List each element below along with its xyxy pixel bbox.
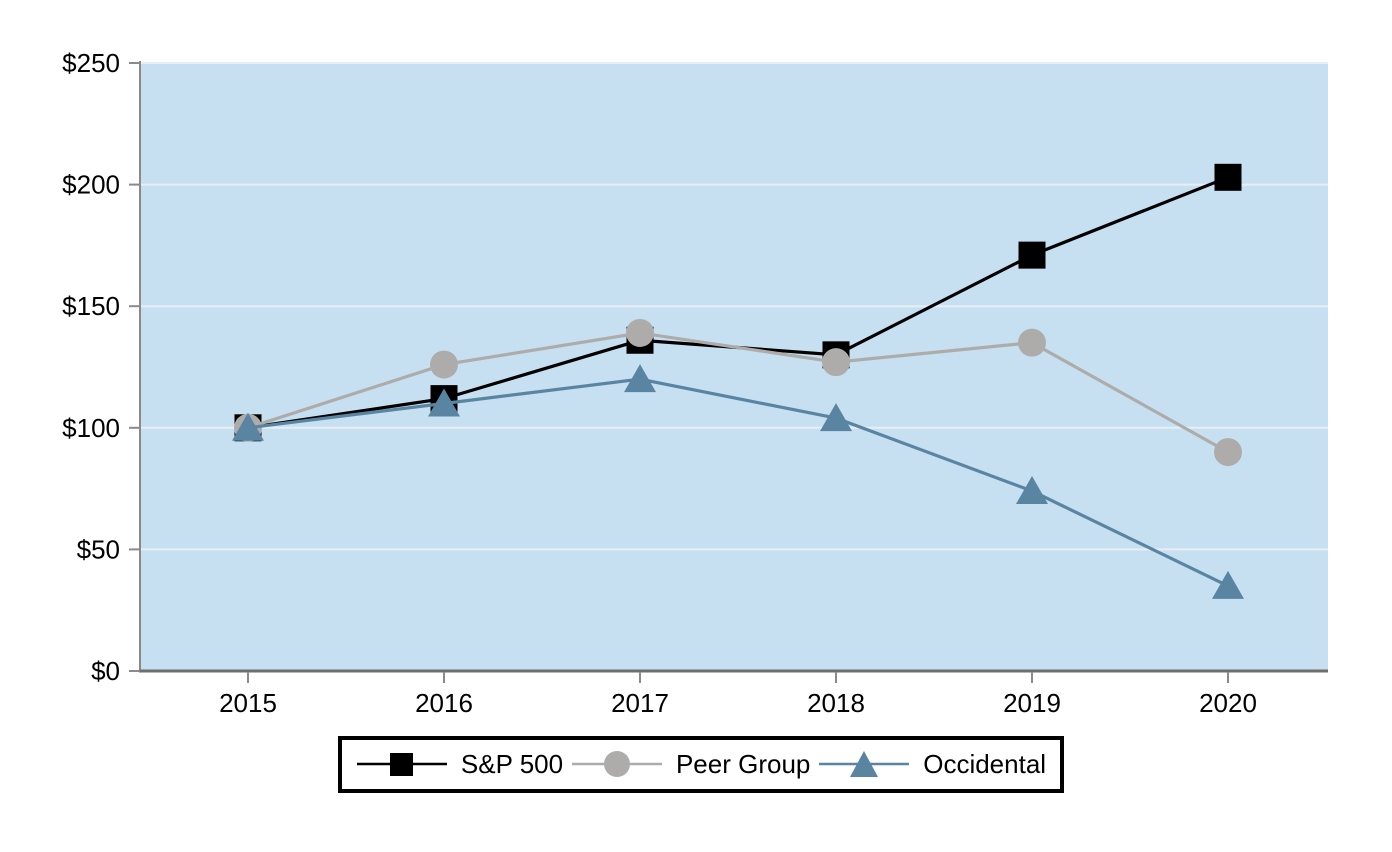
legend-label-peer-group: Peer Group bbox=[675, 749, 811, 779]
plot-area: $0 $50 $100 $150 $200 $250 2015 2016 2017 2018 201… bbox=[62, 48, 1328, 718]
marker-circle-2019 bbox=[1018, 328, 1046, 357]
x-tick-label-2015: 2015 bbox=[219, 688, 277, 718]
series-line-occidental bbox=[247, 377, 1229, 588]
marker-triangle-2019 bbox=[1016, 476, 1048, 505]
series-line-peer-group bbox=[247, 331, 1229, 454]
x-tick-label-2020: 2020 bbox=[1199, 688, 1257, 718]
x-tick-label-2017: 2017 bbox=[611, 688, 669, 718]
legend: S&P 500 Peer Group Occidental bbox=[338, 736, 1064, 793]
marker-triangle-2017 bbox=[624, 364, 656, 393]
plot-background bbox=[140, 63, 1328, 671]
legend-entry-peer-group: Peer Group bbox=[571, 749, 810, 780]
occidental-triangle-marker-icon bbox=[819, 751, 910, 777]
legend-entry-occidental: Occidental bbox=[818, 749, 1046, 780]
y-tick-label-100: $100 bbox=[62, 413, 120, 443]
x-tick-label-2016: 2016 bbox=[415, 688, 473, 718]
x-tick-label-2018: 2018 bbox=[807, 688, 865, 718]
legend-label-sp500: S&P 500 bbox=[460, 749, 564, 779]
marker-triangle-2020 bbox=[1212, 570, 1244, 599]
marker-triangle-2018 bbox=[820, 403, 852, 432]
marker-triangle-2016 bbox=[428, 388, 460, 417]
marker-circle-2016 bbox=[430, 350, 458, 379]
legend-label-occidental: Occidental bbox=[923, 749, 1047, 779]
y-tick-label-150: $150 bbox=[62, 291, 120, 321]
marker-circle-2017 bbox=[626, 318, 654, 347]
marker-square-2019 bbox=[1018, 241, 1046, 269]
x-tick-label-2019: 2019 bbox=[1003, 688, 1061, 718]
marker-square-2020 bbox=[1214, 163, 1242, 191]
marker-triangle-2015 bbox=[232, 412, 264, 441]
y-tick-label-0: $0 bbox=[91, 656, 120, 686]
legend-entry-sp500: S&P 500 bbox=[356, 749, 563, 780]
marker-circle-2020 bbox=[1214, 438, 1242, 467]
y-tick-label-250: $250 bbox=[62, 48, 120, 78]
marker-circle-2018 bbox=[822, 348, 850, 377]
peer-group-circle-marker-icon bbox=[571, 751, 662, 777]
sp500-square-marker-icon bbox=[356, 753, 447, 776]
y-tick-label-200: $200 bbox=[62, 170, 120, 200]
y-tick-label-50: $50 bbox=[77, 534, 120, 564]
